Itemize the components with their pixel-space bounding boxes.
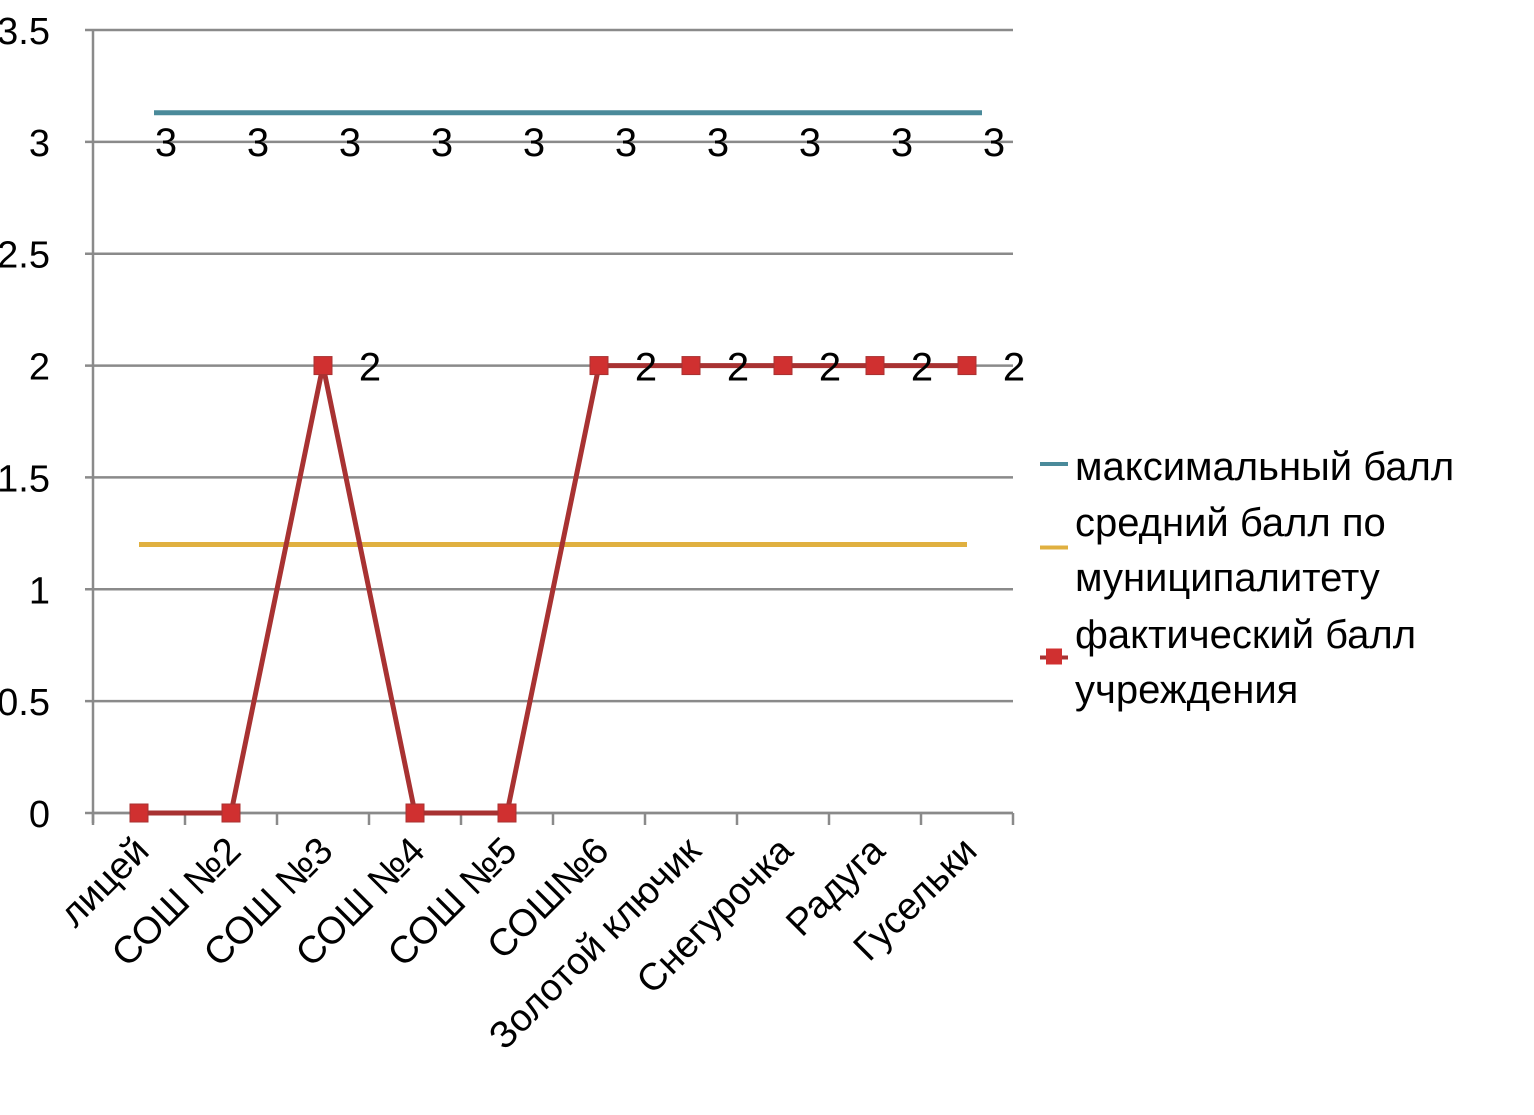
data-point xyxy=(497,803,517,823)
y-tick-label: 1.5 xyxy=(0,458,50,500)
data-label: 3 xyxy=(339,121,361,165)
series-2 xyxy=(129,356,977,823)
data-label: 3 xyxy=(523,121,545,165)
data-label: 2 xyxy=(359,346,381,390)
y-tick-label: 0 xyxy=(29,794,50,836)
data-label: 3 xyxy=(891,121,913,165)
legend-entry-0: максимальный балл xyxy=(1040,445,1454,489)
data-point xyxy=(313,356,333,376)
legend-label: учреждения xyxy=(1075,668,1298,712)
data-label: 3 xyxy=(707,121,729,165)
data-label: 2 xyxy=(819,346,841,390)
legend-label: средний балл по xyxy=(1075,501,1386,545)
y-axis-ticks: 0 0.5 1 1.5 2 2.5 3 3.5 xyxy=(0,11,50,836)
data-label: 2 xyxy=(727,346,749,390)
y-tick-label: 0.5 xyxy=(0,682,50,724)
data-point xyxy=(221,803,241,823)
data-point xyxy=(405,803,425,823)
data-point xyxy=(773,356,793,376)
legend-label: муниципалитету xyxy=(1075,556,1380,600)
y-tick-label: 2 xyxy=(29,347,50,389)
data-label: 3 xyxy=(799,121,821,165)
data-point xyxy=(129,803,149,823)
legend-entry-2: фактический балл учреждения xyxy=(1040,613,1416,712)
data-point xyxy=(865,356,885,376)
data-label: 2 xyxy=(911,346,933,390)
data-label: 2 xyxy=(635,346,657,390)
data-label: 3 xyxy=(247,121,269,165)
legend-entry-1: средний балл по муниципалитету xyxy=(1040,501,1386,600)
data-label: 3 xyxy=(155,121,177,165)
data-point xyxy=(957,356,977,376)
gridlines xyxy=(85,28,1013,815)
legend-marker xyxy=(1046,648,1062,665)
y-tick-label: 3.5 xyxy=(0,11,50,53)
legend-label: фактический балл xyxy=(1075,613,1416,657)
legend: максимальный балл средний балл по муниципа… xyxy=(1040,445,1454,712)
data-point xyxy=(589,356,609,376)
series-line xyxy=(139,363,967,816)
data-label: 3 xyxy=(615,121,637,165)
series-layer xyxy=(129,110,982,823)
data-label: 3 xyxy=(431,121,453,165)
y-tick-label: 1 xyxy=(29,570,50,612)
y-tick-label: 2.5 xyxy=(0,235,50,277)
y-tick-label: 3 xyxy=(29,123,50,165)
data-labels: 3 3 3 3 3 3 3 3 3 3 2 2 2 2 2 2 xyxy=(155,121,1025,390)
legend-label: максимальный балл xyxy=(1075,445,1454,489)
data-label: 3 xyxy=(983,121,1005,165)
data-point xyxy=(681,356,701,376)
axes xyxy=(91,30,1015,825)
data-label: 2 xyxy=(1003,346,1025,390)
